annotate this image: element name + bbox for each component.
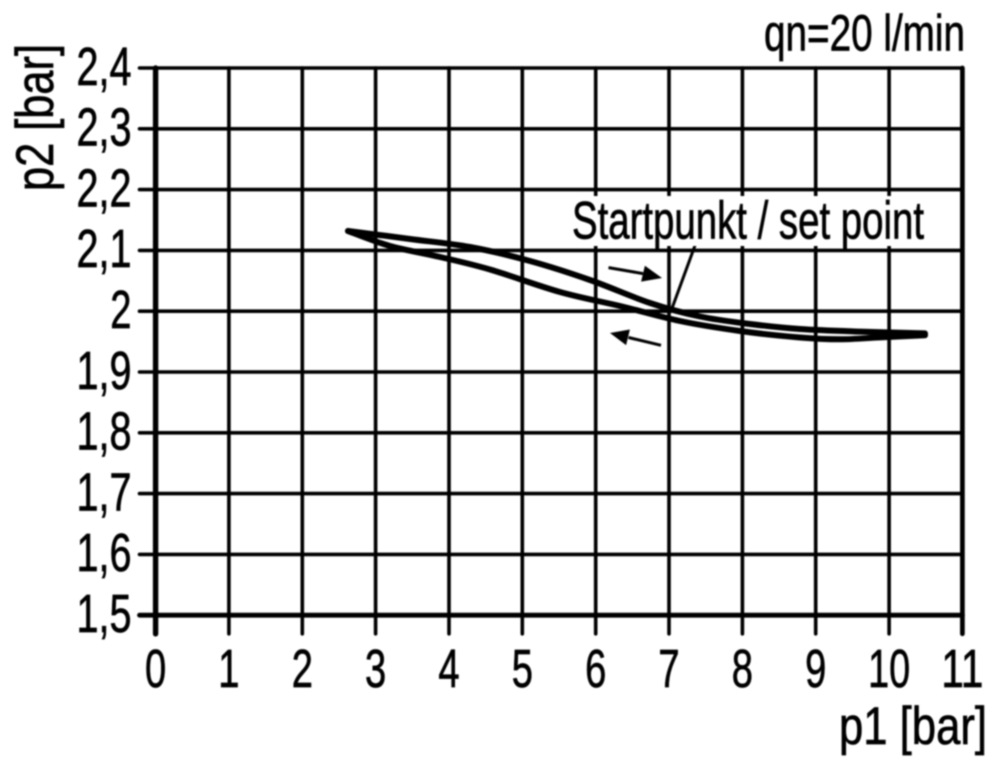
svg-text:4: 4 xyxy=(438,639,459,699)
svg-text:1: 1 xyxy=(218,639,239,699)
svg-text:6: 6 xyxy=(585,639,606,699)
svg-text:9: 9 xyxy=(805,639,826,699)
svg-text:p1 [bar]: p1 [bar] xyxy=(839,697,987,756)
svg-text:5: 5 xyxy=(512,639,533,699)
svg-text:1,8: 1,8 xyxy=(77,402,132,462)
svg-text:11: 11 xyxy=(941,639,983,699)
svg-text:2: 2 xyxy=(292,639,313,699)
svg-text:1,7: 1,7 xyxy=(77,462,132,522)
svg-text:10: 10 xyxy=(868,639,910,699)
svg-text:0: 0 xyxy=(145,639,166,699)
svg-text:2,4: 2,4 xyxy=(77,37,132,97)
svg-text:1,9: 1,9 xyxy=(77,341,132,401)
svg-text:1,6: 1,6 xyxy=(77,523,132,583)
svg-text:2,1: 2,1 xyxy=(77,219,132,279)
svg-text:8: 8 xyxy=(732,639,753,699)
svg-text:2,3: 2,3 xyxy=(77,98,132,158)
svg-text:2: 2 xyxy=(110,280,131,340)
svg-text:p2 [bar]: p2 [bar] xyxy=(6,44,65,191)
svg-text:3: 3 xyxy=(365,639,386,699)
svg-text:1,5: 1,5 xyxy=(77,584,132,644)
svg-text:qn=20 l/min: qn=20 l/min xyxy=(764,5,965,62)
svg-text:2,2: 2,2 xyxy=(77,158,132,218)
svg-text:Startpunkt / set point: Startpunkt / set point xyxy=(572,191,924,250)
svg-text:7: 7 xyxy=(658,639,679,699)
